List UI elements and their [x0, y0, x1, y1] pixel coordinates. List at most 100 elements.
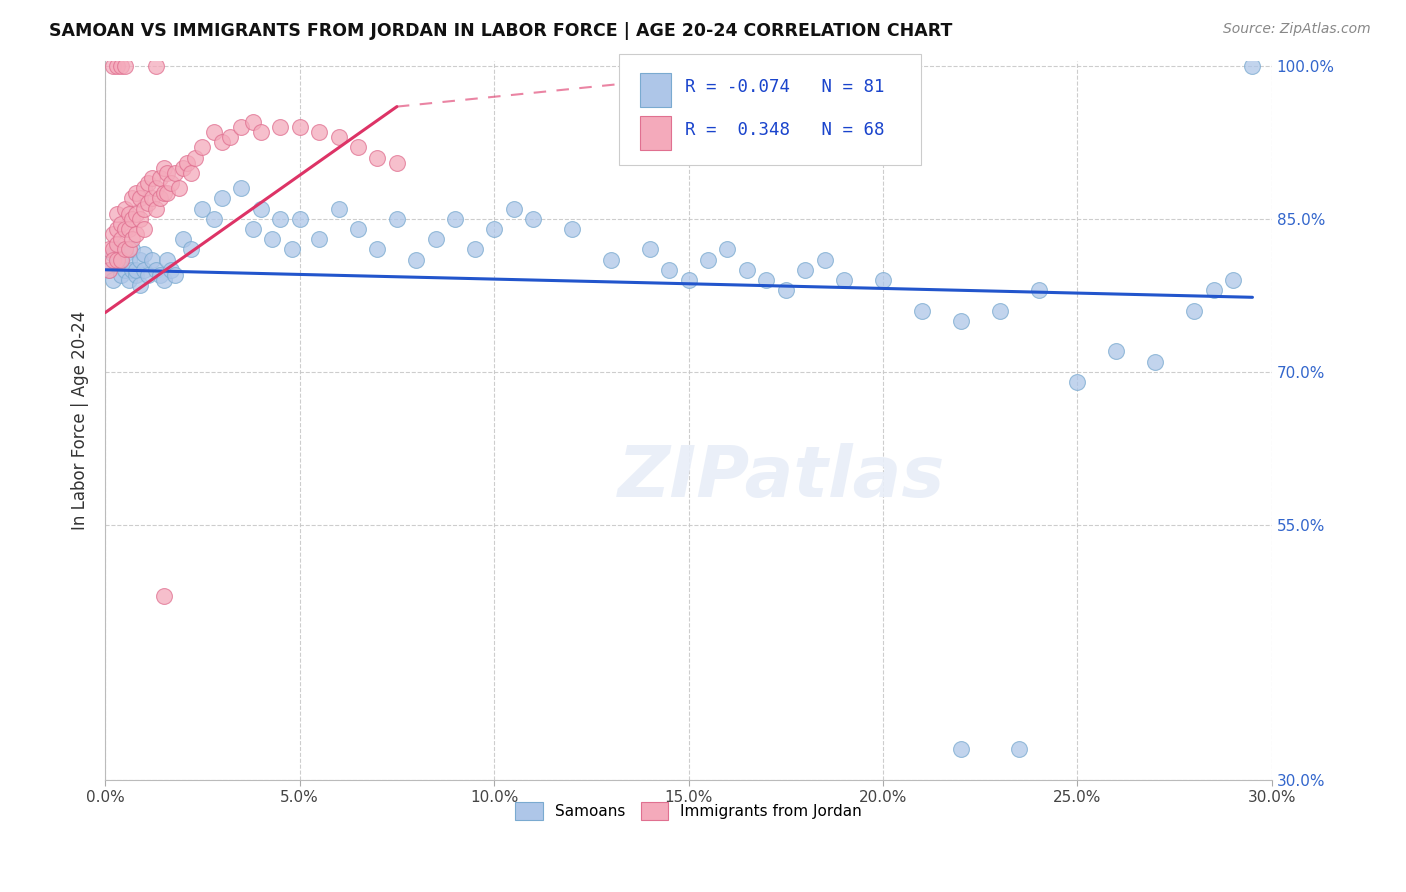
Point: [176, 155, 198, 169]
Point: [129, 278, 152, 293]
Point: [385, 211, 408, 226]
Text: R =  0.348   N = 68: R = 0.348 N = 68: [685, 121, 884, 139]
Point: [101, 252, 124, 267]
Point: [145, 262, 167, 277]
Text: ZIPatlas: ZIPatlas: [619, 443, 946, 512]
Point: [561, 222, 583, 236]
Point: [697, 252, 720, 267]
Point: [281, 243, 304, 257]
Point: [121, 262, 143, 277]
Point: [160, 176, 183, 190]
Point: [249, 202, 271, 216]
Point: [638, 59, 661, 73]
Point: [191, 140, 214, 154]
Point: [156, 186, 179, 201]
Point: [988, 303, 1011, 318]
Point: [755, 273, 778, 287]
Point: [697, 59, 720, 73]
Point: [110, 268, 132, 282]
Point: [117, 243, 139, 257]
Point: [125, 227, 148, 241]
Point: [242, 115, 264, 129]
Point: [269, 120, 291, 134]
Point: [136, 268, 159, 282]
Point: [105, 252, 128, 267]
Text: Source: ZipAtlas.com: Source: ZipAtlas.com: [1223, 22, 1371, 37]
Point: [366, 243, 388, 257]
Point: [249, 125, 271, 139]
Point: [385, 155, 408, 169]
Point: [502, 202, 524, 216]
Point: [129, 252, 152, 267]
Point: [269, 211, 291, 226]
Point: [114, 202, 136, 216]
Point: [145, 181, 167, 195]
Point: [125, 268, 148, 282]
Point: [117, 273, 139, 287]
Point: [165, 268, 187, 282]
Point: [114, 247, 136, 261]
Point: [328, 202, 350, 216]
Point: [949, 314, 972, 328]
Point: [149, 171, 172, 186]
Point: [202, 125, 225, 139]
Point: [121, 243, 143, 257]
Point: [872, 273, 894, 287]
Point: [129, 211, 152, 226]
Point: [347, 140, 370, 154]
Point: [328, 130, 350, 145]
Point: [132, 262, 155, 277]
Point: [136, 176, 159, 190]
Point: [211, 136, 233, 150]
Point: [949, 742, 972, 756]
Point: [1008, 742, 1031, 756]
Text: SAMOAN VS IMMIGRANTS FROM JORDAN IN LABOR FORCE | AGE 20-24 CORRELATION CHART: SAMOAN VS IMMIGRANTS FROM JORDAN IN LABO…: [49, 22, 953, 40]
Point: [1028, 283, 1050, 297]
Point: [366, 151, 388, 165]
Point: [911, 303, 934, 318]
Point: [110, 217, 132, 231]
Point: [110, 252, 132, 267]
Point: [308, 125, 330, 139]
Point: [101, 243, 124, 257]
Point: [114, 243, 136, 257]
Point: [141, 171, 163, 186]
Point: [1222, 273, 1244, 287]
Point: [152, 273, 174, 287]
Point: [1182, 303, 1205, 318]
Point: [172, 232, 194, 246]
Point: [132, 222, 155, 236]
Point: [121, 191, 143, 205]
Point: [121, 232, 143, 246]
Point: [132, 181, 155, 195]
Point: [1202, 283, 1225, 297]
Point: [160, 262, 183, 277]
Point: [101, 247, 124, 261]
Text: R = -0.074   N = 81: R = -0.074 N = 81: [685, 78, 884, 96]
Point: [125, 262, 148, 277]
Point: [98, 262, 121, 277]
Point: [132, 202, 155, 216]
Point: [145, 202, 167, 216]
Point: [105, 258, 128, 272]
Point: [599, 252, 621, 267]
Point: [347, 222, 370, 236]
Point: [425, 232, 447, 246]
Point: [125, 186, 148, 201]
Point: [638, 243, 661, 257]
Point: [1241, 59, 1264, 73]
Legend: Samoans, Immigrants from Jordan: Samoans, Immigrants from Jordan: [509, 796, 868, 826]
Point: [832, 273, 855, 287]
Point: [117, 252, 139, 267]
Point: [180, 166, 202, 180]
Point: [167, 181, 190, 195]
Point: [125, 207, 148, 221]
Point: [262, 232, 284, 246]
Point: [218, 130, 240, 145]
Point: [183, 151, 205, 165]
Point: [149, 268, 172, 282]
Point: [405, 252, 427, 267]
Point: [202, 211, 225, 226]
Point: [152, 186, 174, 201]
Point: [288, 211, 311, 226]
